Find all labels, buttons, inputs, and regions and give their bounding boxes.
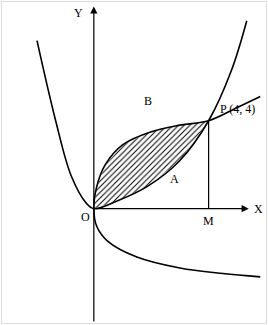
svg-text:Y: Y [74, 6, 83, 20]
svg-text:M: M [203, 214, 214, 228]
svg-text:X: X [254, 202, 263, 216]
svg-text:O: O [81, 210, 90, 224]
svg-text:B: B [144, 94, 152, 108]
svg-text:A: A [170, 172, 179, 186]
svg-text:P (4, 4): P (4, 4) [220, 102, 255, 116]
